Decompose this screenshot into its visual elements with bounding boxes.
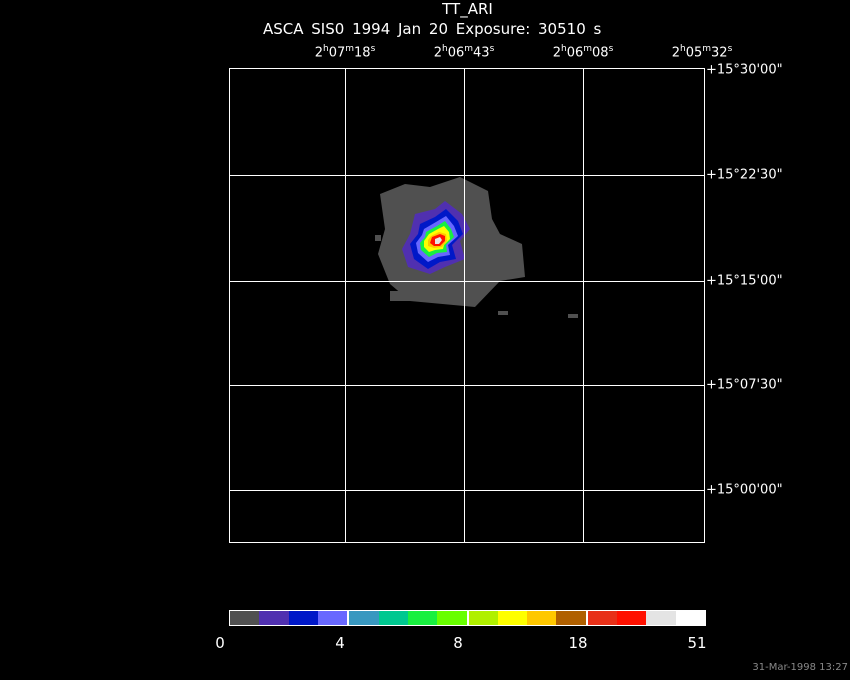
dec-label: +15°00'00": [706, 482, 783, 498]
colorbar-cell: [587, 611, 618, 625]
sky-image: [229, 68, 705, 543]
colorbar-cell: [646, 611, 676, 625]
plot-title: TT_ARI: [442, 0, 493, 18]
colorbar-cell: [468, 611, 498, 625]
source-emission: [375, 177, 578, 318]
colorbar-cell: [349, 611, 379, 625]
image-svg: [230, 69, 704, 542]
colorbar-cell: [527, 611, 557, 625]
colorbar-cell: [230, 611, 260, 625]
colorbar-tick-label: 8: [453, 634, 463, 652]
colorbar: [229, 610, 706, 626]
colorbar-cell: [497, 611, 528, 625]
colorbar-cell: [617, 611, 647, 625]
dec-label: +15°22'30": [706, 167, 783, 183]
colorbar-cell: [556, 611, 588, 625]
dec-label: +15°30'00": [706, 62, 783, 78]
colorbar-cell: [407, 611, 438, 625]
dec-label: +15°15'00": [706, 273, 783, 289]
colorbar-cell: [259, 611, 289, 625]
ra-label: 2h06m43s: [433, 44, 495, 61]
colorbar-cell: [317, 611, 350, 625]
colorbar-tick-label: 18: [568, 634, 588, 652]
plot-subtitle: ASCA SIS0 1994 Jan 20 Exposure: 30510 s: [263, 20, 602, 38]
emission-peak: [435, 237, 442, 244]
colorbar-tick-label: 4: [335, 634, 345, 652]
colorbar-tick-label: 51: [687, 634, 707, 652]
timestamp: 31-Mar-1998 13:27: [752, 662, 848, 673]
colorbar-tick-label: 0: [215, 634, 225, 652]
dec-label: +15°07'30": [706, 377, 783, 393]
coordinate-grid: [230, 69, 704, 542]
colorbar-cell: [378, 611, 408, 625]
ra-label: 2h07m18s: [314, 44, 376, 61]
colorbar-cell: [675, 611, 705, 625]
colorbar-cell: [288, 611, 318, 625]
ra-label: 2h05m32s: [671, 44, 733, 61]
colorbar-cell: [437, 611, 469, 625]
ra-label: 2h06m08s: [552, 44, 614, 61]
